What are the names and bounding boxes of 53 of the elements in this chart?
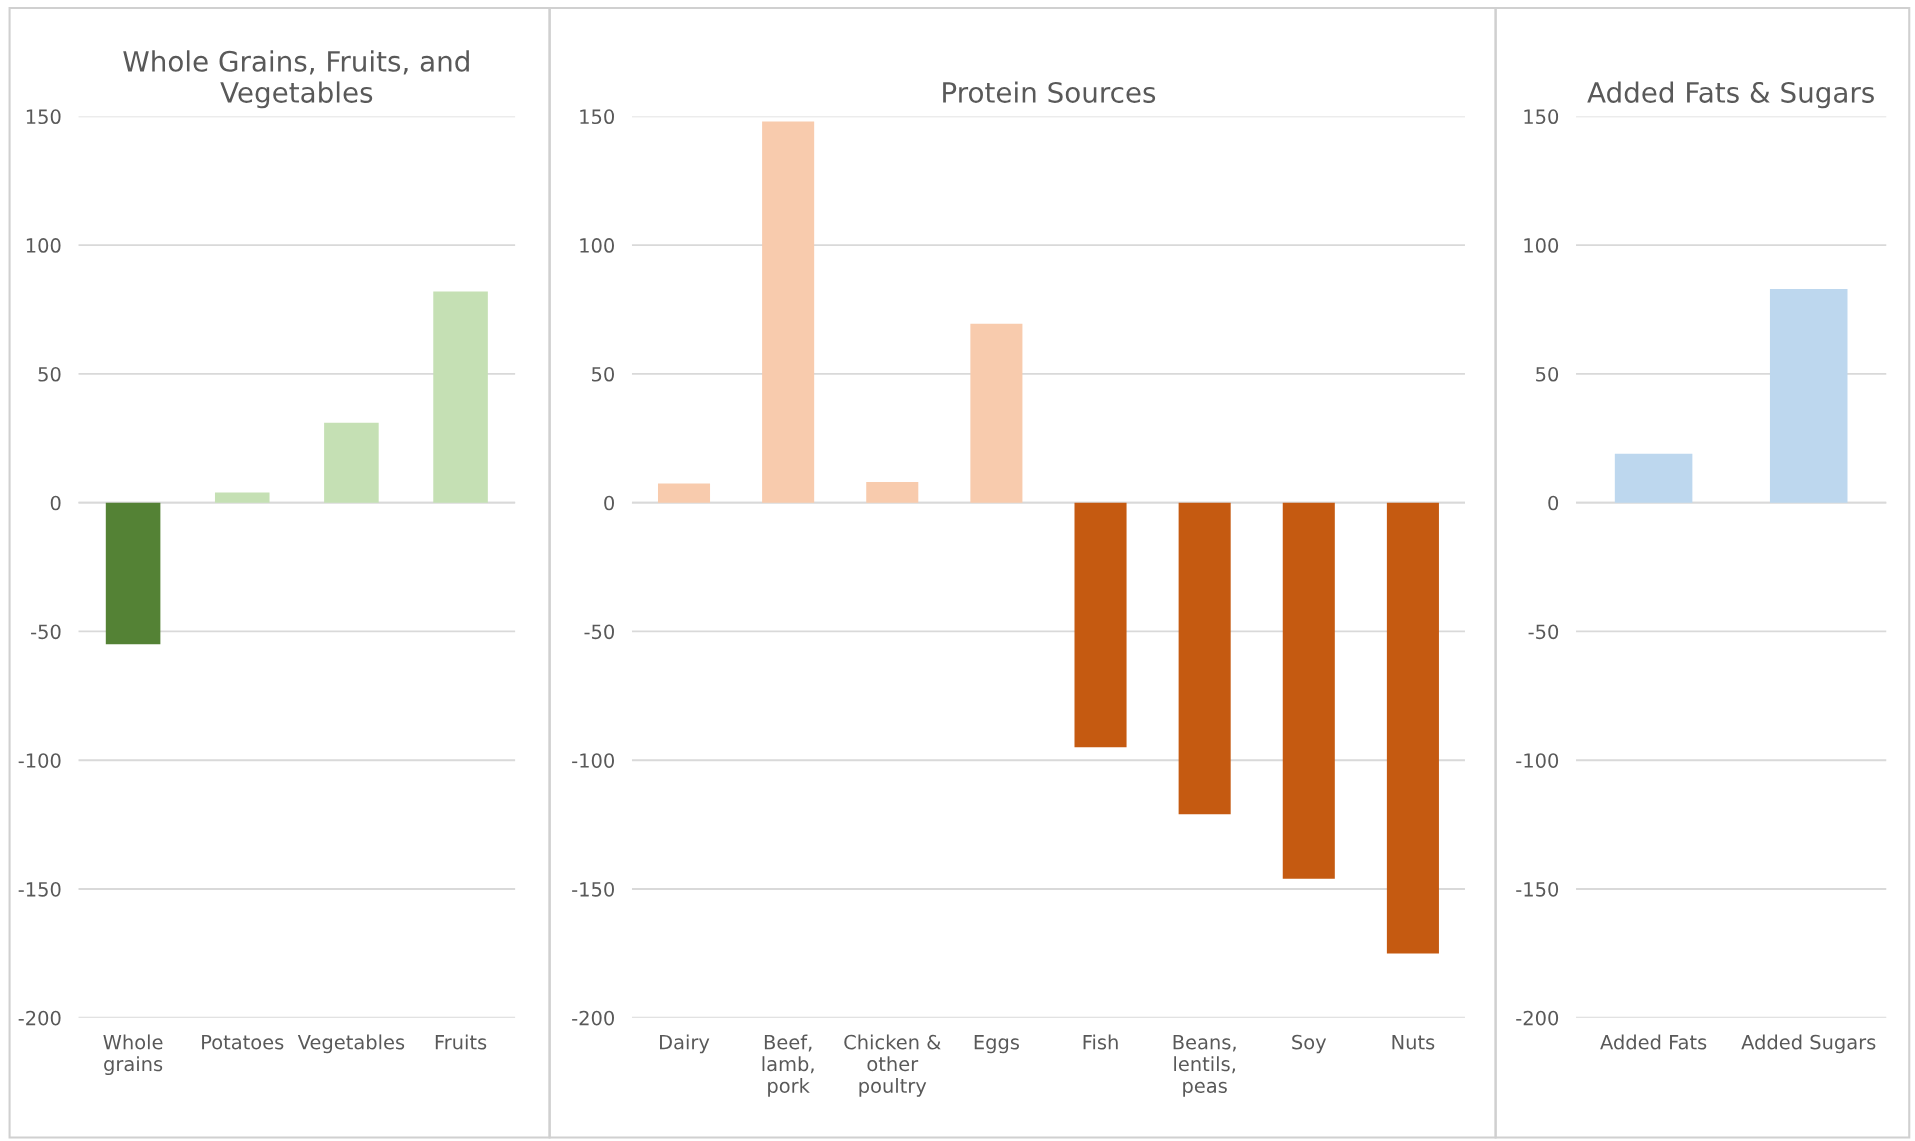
y-tick-label: 150 bbox=[26, 109, 61, 125]
y-tick-label: -100 bbox=[18, 753, 61, 768]
x-tick-label: Beans, lentils, peas bbox=[1173, 1035, 1236, 1097]
x-tick-label: Eggs bbox=[974, 1035, 1019, 1054]
x-tick-label: Vegetables bbox=[297, 1034, 405, 1054]
x-tick-label: Chicken & other poultry bbox=[844, 1034, 941, 1097]
y-tick-label: 150 bbox=[1524, 109, 1559, 125]
chart-title: Added Fats & Sugars bbox=[1587, 81, 1874, 109]
bar bbox=[1282, 502, 1335, 879]
y-tick-label: -100 bbox=[572, 753, 614, 768]
bar bbox=[762, 121, 815, 503]
y-tick-label: -150 bbox=[1516, 881, 1559, 897]
y-tick-label: -200 bbox=[572, 1010, 614, 1026]
bar bbox=[657, 483, 711, 503]
bar bbox=[433, 291, 488, 503]
y-tick-label: 0 bbox=[1548, 495, 1559, 511]
x-tick-label: Beef, lamb, pork bbox=[762, 1034, 814, 1097]
y-tick-label: 50 bbox=[38, 366, 61, 382]
x-tick-label: Fish bbox=[1083, 1034, 1118, 1050]
y-tick-label: 100 bbox=[1524, 238, 1559, 253]
y-tick-label: 100 bbox=[26, 238, 61, 253]
y-tick-label: -200 bbox=[18, 1010, 61, 1026]
y-tick-label: 50 bbox=[1536, 366, 1559, 382]
x-tick-label: Potatoes bbox=[202, 1035, 284, 1050]
bar bbox=[1386, 502, 1439, 954]
bar bbox=[1074, 502, 1127, 748]
y-tick-label: -50 bbox=[1528, 624, 1559, 640]
y-tick-label: 100 bbox=[580, 238, 614, 253]
x-tick-label: Added Sugars bbox=[1741, 1034, 1876, 1054]
y-tick-label: -50 bbox=[31, 624, 61, 640]
y-tick-label: -50 bbox=[584, 624, 614, 640]
x-tick-label: Soy bbox=[1292, 1034, 1327, 1054]
y-tick-label: 0 bbox=[50, 495, 61, 511]
bar bbox=[324, 422, 379, 503]
y-tick-label: 150 bbox=[580, 109, 614, 125]
bar bbox=[866, 482, 919, 503]
chart-title: Whole Grains, Fruits, and Vegetables bbox=[123, 50, 469, 109]
x-tick-label: Added Fats bbox=[1600, 1034, 1707, 1050]
x-tick-label: Nuts bbox=[1392, 1035, 1435, 1050]
y-tick-label: -150 bbox=[18, 881, 61, 897]
chart-title: Protein Sources bbox=[943, 81, 1156, 103]
y-tick-label: 50 bbox=[592, 366, 614, 382]
y-tick-label: -100 bbox=[1516, 753, 1559, 768]
x-tick-label: Dairy bbox=[660, 1034, 710, 1054]
y-tick-label: -200 bbox=[1516, 1010, 1559, 1026]
bar bbox=[970, 323, 1023, 503]
x-tick-label: Fruits bbox=[435, 1034, 487, 1050]
y-tick-label: 0 bbox=[604, 495, 614, 511]
y-tick-label: -150 bbox=[572, 881, 614, 897]
bar bbox=[1178, 502, 1231, 815]
x-tick-label: Whole grains bbox=[103, 1034, 163, 1076]
bar bbox=[214, 492, 270, 503]
bar bbox=[105, 502, 161, 645]
